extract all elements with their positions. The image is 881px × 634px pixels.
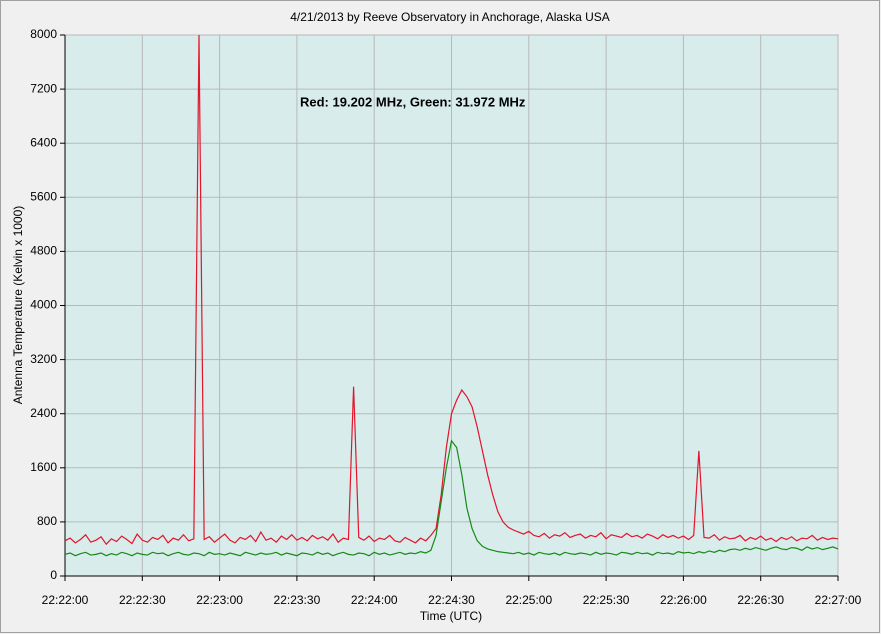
- y-tick-label: 6400: [30, 135, 57, 149]
- chart-title: 4/21/2013 by Reeve Observatory in Anchor…: [290, 10, 610, 24]
- x-axis-label: Time (UTC): [420, 609, 482, 623]
- series-line: [64, 34, 839, 546]
- y-tick-label: 4000: [30, 298, 57, 312]
- x-tick-label: 22:25:00: [505, 593, 552, 607]
- annotation: Red: 19.202 MHz, Green: 31.972 MHz: [300, 94, 526, 109]
- y-tick-label: 800: [37, 514, 57, 528]
- y-tick-label: 8000: [30, 27, 57, 41]
- x-tick-label: 22:22:30: [119, 593, 166, 607]
- x-tick-label: 22:26:00: [660, 593, 707, 607]
- y-tick-label: 3200: [30, 352, 57, 366]
- x-tick-label: 22:24:30: [428, 593, 475, 607]
- x-tick-label: 22:26:30: [737, 593, 784, 607]
- x-tick-label: 22:27:00: [815, 593, 862, 607]
- y-tick-label: 7200: [30, 81, 57, 95]
- x-tick-label: 22:23:30: [274, 593, 321, 607]
- series-line: [64, 439, 839, 557]
- y-axis-label: Antenna Temperature (Kelvin x 1000): [11, 206, 25, 405]
- y-tick-label: 2400: [30, 406, 57, 420]
- x-tick-label: 22:25:30: [583, 593, 630, 607]
- y-tick-label: 1600: [30, 460, 57, 474]
- y-tick-label: 5600: [30, 189, 57, 203]
- x-tick-label: 22:23:00: [196, 593, 243, 607]
- y-tick-label: 0: [50, 568, 57, 582]
- y-tick-label: 4800: [30, 244, 57, 258]
- x-tick-label: 22:22:00: [42, 593, 89, 607]
- x-tick-label: 22:24:00: [351, 593, 398, 607]
